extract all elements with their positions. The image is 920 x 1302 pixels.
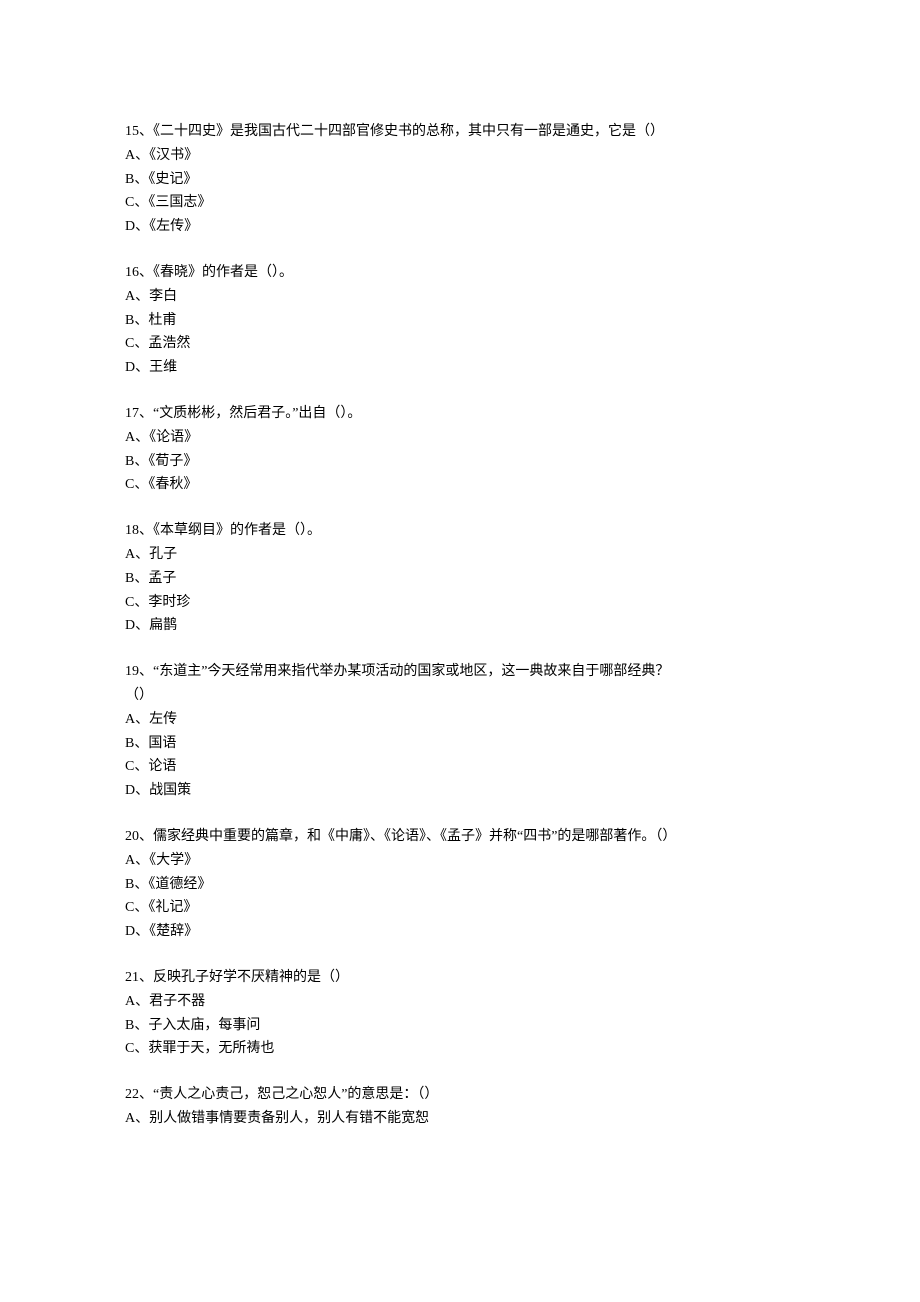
question-text: 20、儒家经典中重要的篇章，和《中庸》、《论语》、《孟子》并称“四书”的是哪部著… <box>125 825 795 849</box>
option: C、获罪于天，无所祷也 <box>125 1037 795 1061</box>
question-text: 15、《二十四史》是我国古代二十四部官修史书的总称，其中只有一部是通史，它是（） <box>125 120 795 144</box>
question-text: 19、“东道主”今天经常用来指代举办某项活动的国家或地区，这一典故来自于哪部经典… <box>125 660 795 684</box>
option: A、《大学》 <box>125 849 795 873</box>
option: A、君子不器 <box>125 990 795 1014</box>
option: C、《礼记》 <box>125 896 795 920</box>
document-content: 15、《二十四史》是我国古代二十四部官修史书的总称，其中只有一部是通史，它是（）… <box>125 120 795 1131</box>
question-block: 17、“文质彬彬，然后君子。”出自（）。A、《论语》B、《荀子》C、《春秋》 <box>125 402 795 497</box>
option: D、扁鹊 <box>125 614 795 638</box>
option: A、孔子 <box>125 543 795 567</box>
question-block: 15、《二十四史》是我国古代二十四部官修史书的总称，其中只有一部是通史，它是（）… <box>125 120 795 239</box>
question-block: 22、“责人之心责己，恕己之心恕人”的意思是：（）A、别人做错事情要责备别人，别… <box>125 1083 795 1131</box>
option: C、孟浩然 <box>125 332 795 356</box>
question-text: 16、《春晓》的作者是（）。 <box>125 261 795 285</box>
option: B、子入太庙，每事问 <box>125 1014 795 1038</box>
option: B、《道德经》 <box>125 873 795 897</box>
option: A、李白 <box>125 285 795 309</box>
option: D、战国策 <box>125 779 795 803</box>
option: A、左传 <box>125 708 795 732</box>
option: A、别人做错事情要责备别人，别人有错不能宽恕 <box>125 1107 795 1131</box>
option: B、杜甫 <box>125 309 795 333</box>
option: C、论语 <box>125 755 795 779</box>
option: A、《汉书》 <box>125 144 795 168</box>
option: D、《楚辞》 <box>125 920 795 944</box>
question-block: 18、《本草纲目》的作者是（）。A、孔子B、孟子C、李时珍D、扁鹊 <box>125 519 795 638</box>
option: B、孟子 <box>125 567 795 591</box>
question-text: 17、“文质彬彬，然后君子。”出自（）。 <box>125 402 795 426</box>
question-text: 21、反映孔子好学不厌精神的是（） <box>125 966 795 990</box>
option: C、《春秋》 <box>125 473 795 497</box>
option: B、《史记》 <box>125 168 795 192</box>
option: A、《论语》 <box>125 426 795 450</box>
option: C、李时珍 <box>125 591 795 615</box>
option: D、王维 <box>125 356 795 380</box>
option: C、《三国志》 <box>125 191 795 215</box>
question-block: 20、儒家经典中重要的篇章，和《中庸》、《论语》、《孟子》并称“四书”的是哪部著… <box>125 825 795 944</box>
option: D、《左传》 <box>125 215 795 239</box>
question-text: 22、“责人之心责己，恕己之心恕人”的意思是：（） <box>125 1083 795 1107</box>
question-block: 16、《春晓》的作者是（）。A、李白B、杜甫C、孟浩然D、王维 <box>125 261 795 380</box>
question-extra: （） <box>125 684 795 708</box>
question-block: 21、反映孔子好学不厌精神的是（）A、君子不器B、子入太庙，每事问C、获罪于天，… <box>125 966 795 1061</box>
question-text: 18、《本草纲目》的作者是（）。 <box>125 519 795 543</box>
option: B、国语 <box>125 732 795 756</box>
question-block: 19、“东道主”今天经常用来指代举办某项活动的国家或地区，这一典故来自于哪部经典… <box>125 660 795 803</box>
option: B、《荀子》 <box>125 450 795 474</box>
